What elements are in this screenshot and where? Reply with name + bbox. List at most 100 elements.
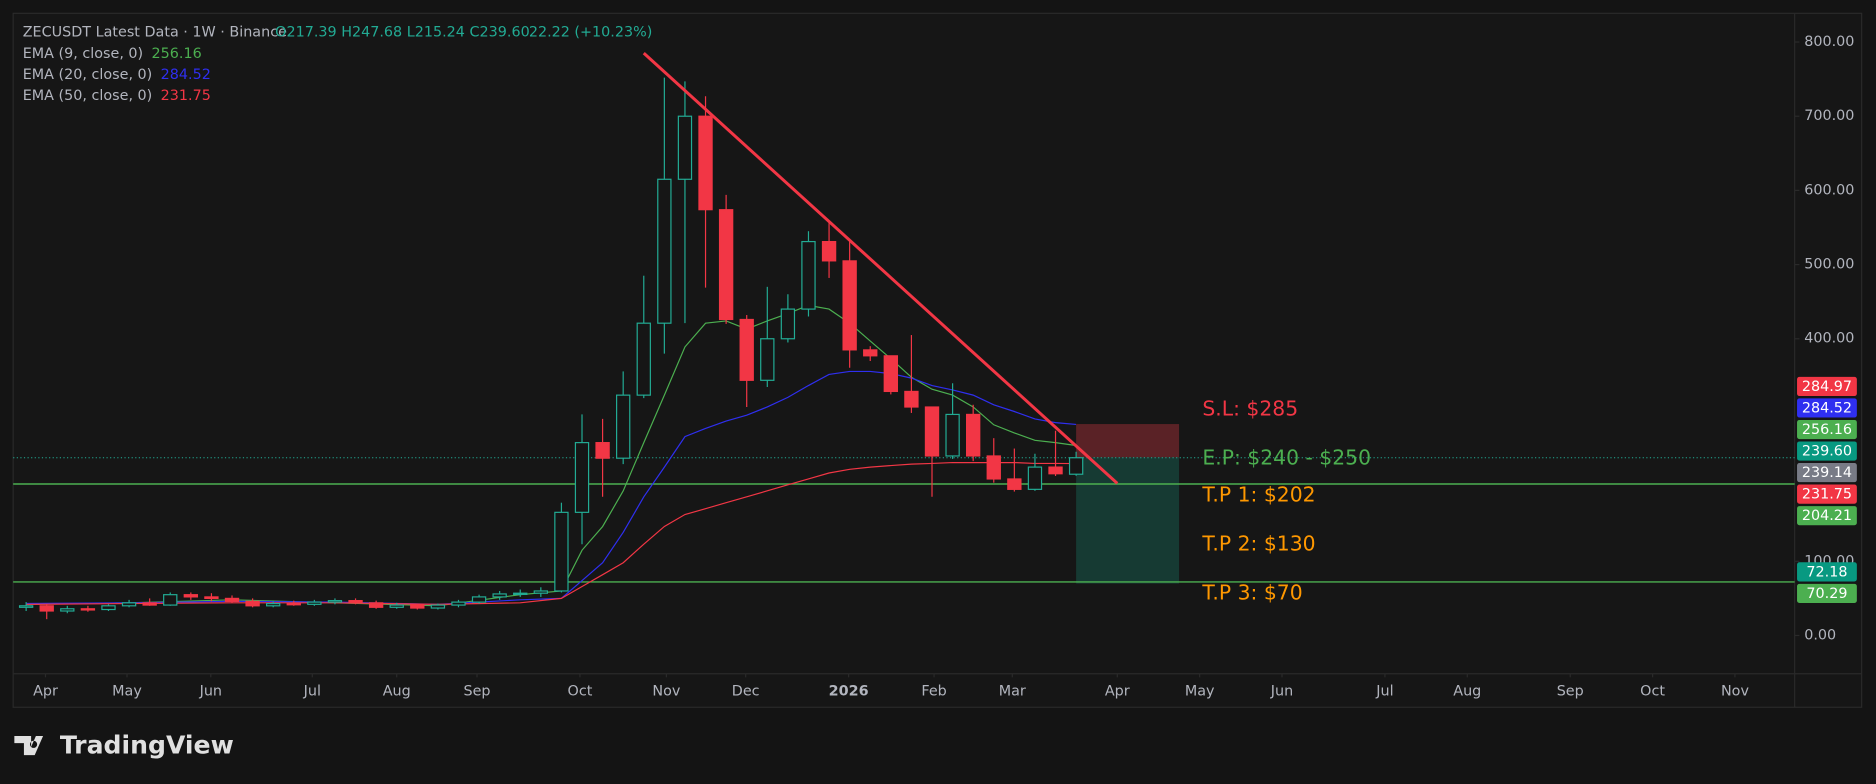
- x-tick-label: Feb: [921, 684, 946, 700]
- candle-body: [739, 318, 754, 381]
- price-label: 284.52: [1802, 401, 1852, 417]
- candle-body: [492, 593, 507, 598]
- candle-body: [883, 355, 899, 393]
- candle-body: [677, 115, 693, 180]
- ema-line: [26, 461, 1077, 605]
- price-label-box: [1797, 376, 1857, 397]
- x-tick-label: Jul: [1375, 684, 1393, 700]
- y-tick-label: 0.00: [1804, 627, 1836, 643]
- candle-body: [966, 413, 981, 457]
- candle-body: [595, 442, 610, 459]
- candle-body: [307, 601, 322, 605]
- candle-body: [574, 442, 590, 513]
- candle-body: [842, 260, 857, 351]
- price-label: 72.18: [1806, 564, 1847, 580]
- candle-body: [863, 349, 878, 357]
- candle-body: [554, 511, 569, 592]
- trendline: [642, 52, 1119, 485]
- candle-body: [266, 602, 281, 607]
- candle-body: [286, 602, 301, 606]
- candle-body: [451, 601, 466, 606]
- candle-body: [389, 604, 404, 608]
- x-tick-label: Dec: [732, 684, 760, 700]
- y-tick-label: 500.00: [1804, 257, 1854, 273]
- candle-body: [60, 608, 75, 612]
- x-tick-label: Apr: [33, 684, 58, 700]
- candle-body: [80, 608, 96, 611]
- x-tick-label: Apr: [1105, 684, 1130, 700]
- candle-body: [327, 600, 343, 603]
- x-tick-label: 2026: [829, 684, 869, 700]
- candle-body: [101, 605, 116, 611]
- legend-name: EMA (9, close, 0): [23, 46, 143, 62]
- price-label-box: [1797, 484, 1857, 504]
- price-label-box: [1797, 463, 1857, 483]
- plot: [13, 41, 1800, 678]
- annotation: E.P: $240 - $250: [1202, 445, 1371, 469]
- x-tick-label: Sep: [463, 684, 490, 700]
- y-tick-label: 700.00: [1804, 108, 1854, 124]
- stop-zone: [1076, 424, 1180, 458]
- price-label: 231.75: [1802, 487, 1852, 503]
- candle-body: [801, 240, 816, 310]
- x-tick-label: Jun: [1270, 684, 1293, 700]
- price-label: 204.21: [1802, 508, 1852, 524]
- candle-body: [513, 592, 528, 595]
- price-label-box: [1797, 562, 1857, 582]
- candle-body: [39, 605, 54, 612]
- target-zone: [1076, 457, 1180, 584]
- x-tick-label: Nov: [1721, 684, 1750, 700]
- candle-body: [760, 338, 775, 381]
- price-label-box: [1797, 441, 1857, 461]
- legend-value: 284.52: [161, 67, 211, 83]
- candle-body: [471, 596, 487, 603]
- brand-name: TradingView: [60, 731, 234, 760]
- x-tick-label: Mar: [999, 684, 1026, 700]
- candle-body: [224, 597, 240, 602]
- candle-body: [183, 594, 199, 598]
- annotation: S.L: $285: [1202, 396, 1298, 420]
- candle-body: [616, 394, 631, 459]
- candle-body: [1007, 478, 1022, 490]
- legend-name: EMA (50, close, 0): [23, 88, 153, 104]
- annotation: T.P 3: $70: [1201, 581, 1302, 605]
- legend-name: EMA (20, close, 0): [23, 67, 153, 83]
- y-tick-label: 600.00: [1804, 182, 1854, 198]
- candle-body: [986, 455, 1001, 480]
- candle-body: [368, 602, 384, 608]
- price-label-box: [1797, 583, 1857, 603]
- x-tick-label: Jul: [303, 684, 321, 700]
- header-title: ZECUSDT Latest Data · 1W · Binance: [23, 24, 287, 40]
- candle-body: [348, 600, 363, 604]
- x-tick-label: Oct: [1640, 684, 1665, 700]
- candle-body: [924, 406, 940, 457]
- ema-line: [26, 370, 1077, 605]
- legend-value: 256.16: [152, 46, 202, 62]
- candle-body: [904, 390, 919, 408]
- brand-logo: [14, 735, 44, 756]
- candle-body: [636, 322, 651, 396]
- candle-body: [945, 413, 960, 457]
- price-label-box: [1797, 419, 1857, 440]
- candle-body: [718, 209, 734, 321]
- price-label: 70.29: [1806, 586, 1847, 602]
- legend-value: 231.75: [161, 88, 211, 104]
- header-change: 22.22 (+10.23%): [529, 24, 653, 40]
- y-tick-label: 400.00: [1804, 331, 1854, 347]
- candle-body: [533, 590, 549, 594]
- x-tick-label: Oct: [568, 684, 593, 700]
- candle-body: [698, 115, 713, 211]
- price-label: 239.60: [1802, 444, 1852, 460]
- price-label: 256.16: [1802, 422, 1852, 438]
- x-tick-label: May: [1185, 684, 1215, 700]
- price-label-box: [1797, 506, 1857, 526]
- x-tick-label: Aug: [383, 684, 411, 700]
- candle-body: [821, 240, 837, 262]
- candle-body: [657, 178, 672, 324]
- candle-body: [1068, 457, 1084, 475]
- candle-body: [163, 594, 178, 606]
- candle-body: [245, 600, 260, 607]
- header-ohlc: O217.39 H247.68 L215.24 C239.60: [275, 24, 530, 40]
